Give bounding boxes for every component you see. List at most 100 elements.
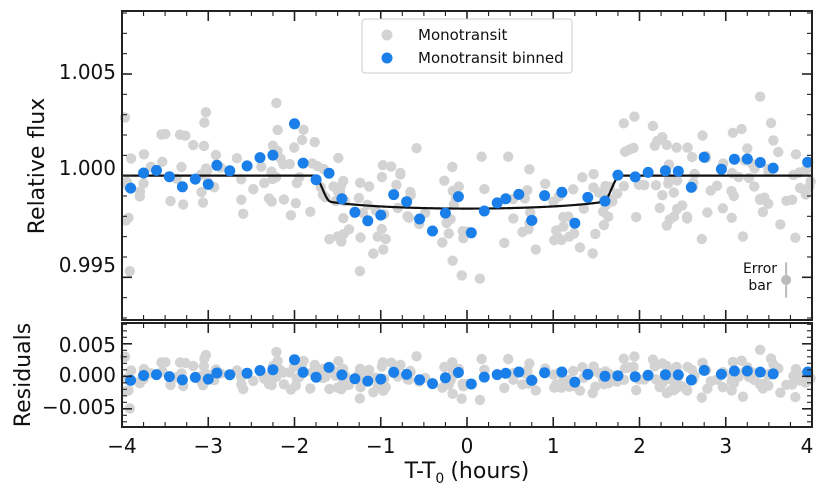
raw-residual-point — [754, 344, 766, 355]
raw-point — [391, 179, 402, 191]
raw-point — [737, 231, 749, 242]
x-tick-label: 0 — [461, 434, 474, 458]
raw-point — [411, 143, 422, 154]
binned-residual-point — [672, 369, 684, 381]
raw-point — [378, 244, 389, 255]
raw-point — [443, 228, 454, 239]
raw-residual-point — [726, 385, 737, 396]
raw-point — [157, 156, 168, 167]
binned-residual-point — [388, 366, 400, 378]
raw-point — [503, 151, 514, 162]
raw-point — [775, 219, 786, 230]
raw-point — [199, 117, 210, 128]
binned-point — [241, 160, 253, 172]
raw-residual-point — [474, 394, 486, 406]
raw-point — [590, 228, 601, 240]
binned-point — [715, 163, 727, 175]
raw-point — [587, 248, 598, 259]
raw-point — [765, 117, 777, 129]
raw-point — [368, 248, 379, 259]
raw-point — [677, 200, 688, 211]
raw-point — [174, 129, 186, 140]
raw-residual-point — [266, 379, 277, 391]
raw-residual-point — [749, 374, 760, 386]
raw-point — [654, 202, 665, 214]
binned-point — [189, 173, 201, 185]
raw-point — [794, 182, 806, 194]
raw-point — [556, 234, 567, 246]
binned-point — [741, 153, 753, 165]
binned-residual-point — [138, 370, 150, 381]
raw-residual-point — [456, 393, 467, 404]
raw-point — [681, 213, 693, 224]
raw-residual-point — [522, 365, 533, 376]
binned-point — [310, 174, 322, 186]
raw-point — [248, 184, 259, 195]
binned-residual-point — [310, 371, 322, 383]
binned-residual-point — [163, 371, 175, 383]
raw-point — [357, 207, 369, 219]
raw-residual-point — [259, 373, 270, 384]
binned-point — [427, 225, 438, 237]
y-tick-label: 0.995 — [59, 253, 116, 277]
binned-point — [414, 213, 426, 225]
raw-point — [138, 178, 149, 189]
raw-point — [649, 140, 660, 151]
bottom-y-tick-labels: 0.005 0.000 −0.005 — [42, 333, 116, 419]
y-tick-label: 1.000 — [59, 156, 116, 180]
raw-point — [800, 165, 811, 176]
raw-residual-point — [272, 355, 283, 367]
raw-residual-point — [503, 353, 514, 365]
x-tick-label: 2 — [633, 434, 646, 458]
raw-point — [593, 187, 604, 198]
raw-point — [578, 203, 589, 214]
raw-residual-point — [629, 351, 640, 362]
raw-point — [790, 149, 802, 160]
raw-point — [376, 223, 387, 235]
raw-residual-point — [324, 383, 335, 395]
binned-residual-point — [539, 367, 551, 379]
raw-residual-point — [125, 365, 137, 376]
x-tick-label: −2 — [280, 434, 309, 458]
binned-residual-point — [478, 371, 490, 383]
binned-residual-point — [254, 365, 266, 376]
raw-residual-point — [517, 379, 528, 390]
raw-point — [178, 199, 189, 210]
raw-residual-point — [160, 357, 171, 368]
raw-point — [123, 212, 134, 223]
raw-residual-point — [530, 385, 541, 396]
raw-point — [618, 118, 629, 129]
raw-residual-point — [499, 382, 510, 394]
binned-point — [211, 159, 223, 171]
raw-point — [618, 181, 630, 192]
raw-residual-point — [411, 351, 422, 362]
binned-point — [612, 169, 624, 181]
binned-residual-point — [297, 366, 309, 378]
binned-point — [698, 151, 710, 163]
raw-point — [650, 180, 662, 191]
raw-point — [696, 233, 707, 245]
raw-point — [629, 111, 640, 122]
binned-point — [289, 118, 300, 130]
binned-residual-point — [323, 361, 335, 373]
raw-residual-point — [298, 355, 309, 367]
raw-point — [689, 168, 700, 180]
binned-point — [465, 227, 477, 239]
binned-point — [349, 206, 361, 218]
raw-residual-point — [355, 382, 366, 393]
raw-point — [773, 146, 784, 158]
raw-residual-point — [278, 379, 290, 390]
raw-point — [661, 220, 672, 231]
raw-point — [210, 149, 222, 161]
binned-point — [439, 207, 451, 219]
raw-residual-point — [736, 355, 747, 366]
binned-point — [659, 165, 671, 177]
x-axis-label-main: T-T — [404, 459, 436, 484]
binned-residual-point — [491, 369, 503, 381]
binned-residual-point — [728, 365, 740, 377]
raw-residual-point — [677, 381, 688, 392]
raw-residual-point — [790, 391, 801, 403]
raw-point — [138, 149, 150, 160]
binned-residual-point — [439, 372, 451, 384]
raw-point — [768, 135, 779, 146]
